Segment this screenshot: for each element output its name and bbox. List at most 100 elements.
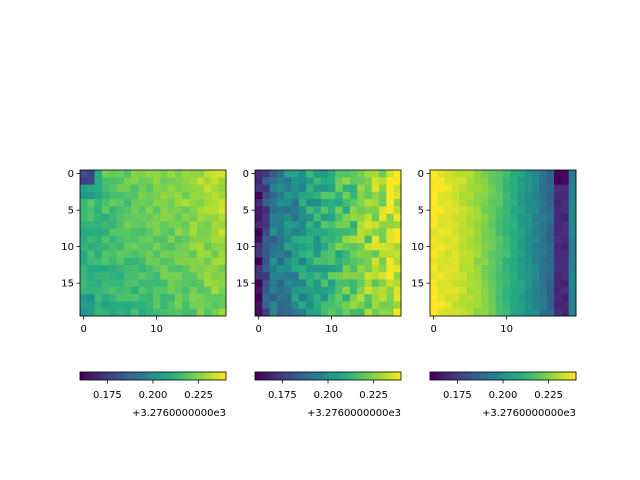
colorbar-segment	[325, 372, 329, 380]
heatmap-cell	[306, 191, 314, 200]
heatmap-cell	[430, 184, 438, 193]
heatmap-cell	[517, 235, 526, 244]
heatmap-cell	[539, 308, 548, 317]
heatmap-cell	[298, 228, 307, 237]
heatmap-cell	[160, 264, 168, 273]
colorbar-segment	[308, 372, 312, 380]
colorbar-segment	[279, 372, 283, 380]
heatmap-cell	[138, 250, 147, 258]
heatmap-cell	[262, 301, 270, 310]
heatmap-cell	[298, 199, 307, 207]
heatmap-cell	[138, 308, 147, 317]
heatmap-cell	[335, 286, 343, 295]
heatmap-cell	[430, 250, 438, 258]
heatmap-cell	[204, 308, 212, 317]
colorbar-segment	[529, 372, 533, 380]
colorbar-segment	[454, 372, 458, 380]
heatmap-cell	[160, 286, 168, 295]
heatmap-cell	[393, 308, 402, 317]
heatmap-cell	[189, 191, 198, 200]
heatmap-cell	[546, 286, 555, 295]
heatmap-cell	[94, 206, 103, 215]
heatmap-cell	[386, 177, 395, 185]
heatmap-cell	[364, 294, 373, 302]
heatmap-cell	[131, 170, 139, 178]
heatmap-cell	[539, 213, 548, 222]
colorbar-segment	[430, 372, 433, 380]
heatmap-cell	[342, 257, 351, 266]
heatmap-cell	[131, 294, 139, 302]
heatmap-cell	[539, 279, 548, 288]
heatmap-cell	[153, 279, 161, 288]
heatmap-cell	[211, 221, 220, 229]
heatmap-cell	[349, 213, 358, 222]
heatmap-cell	[298, 264, 307, 273]
colorbar-offset-label: +3.2760000000e3	[307, 408, 401, 419]
heatmap-cell	[174, 184, 183, 193]
heatmap-cell	[568, 294, 577, 302]
heatmap-cell	[532, 286, 540, 295]
colorbar-tick-label: 0.225	[359, 390, 388, 401]
heatmap-cell	[495, 250, 504, 258]
heatmap-cell	[539, 221, 548, 229]
heatmap-cell	[262, 243, 270, 251]
heatmap-cell	[503, 191, 511, 200]
colorbar-tick-label: 0.225	[534, 390, 563, 401]
y-tick-label: 10	[411, 242, 424, 253]
colorbar-segment	[349, 372, 353, 380]
heatmap-cell	[284, 308, 292, 317]
heatmap-cell	[138, 235, 147, 244]
heatmap-cell	[306, 228, 314, 237]
colorbar-segment	[298, 372, 302, 380]
heatmap-cell	[524, 279, 533, 288]
heatmap-cell	[145, 191, 154, 200]
heatmap-cell	[116, 286, 125, 295]
heatmap-cell	[153, 235, 161, 244]
heatmap-cell	[328, 301, 336, 310]
heatmap-cell	[357, 184, 365, 193]
heatmap-cell	[481, 250, 489, 258]
heatmap-cell	[517, 177, 526, 185]
heatmap-cell	[80, 221, 88, 229]
heatmap-cell	[503, 184, 511, 193]
heatmap-cell	[386, 286, 395, 295]
heatmap-cell	[437, 250, 445, 258]
heatmap-cell	[87, 279, 95, 288]
heatmap-cell	[488, 170, 497, 178]
heatmap-cell	[466, 228, 475, 237]
heatmap-cell	[87, 228, 95, 237]
heatmap-cell	[459, 294, 467, 302]
heatmap-cell	[262, 206, 270, 215]
heatmap-cell	[349, 206, 358, 215]
colorbar-segment	[131, 372, 134, 380]
heatmap-cell	[123, 308, 132, 317]
heatmap-cell	[80, 199, 88, 207]
heatmap-cell	[328, 257, 336, 266]
heatmap-cell	[328, 279, 336, 288]
heatmap-cell	[459, 213, 467, 222]
heatmap-cell	[437, 213, 445, 222]
heatmap-cell	[116, 184, 125, 193]
heatmap-cell	[510, 279, 518, 288]
heatmap-cell	[255, 257, 263, 266]
heatmap-cell	[379, 294, 387, 302]
heatmap-cell	[364, 286, 373, 295]
colorbar-segment	[306, 372, 309, 380]
colorbar-segment	[286, 372, 290, 380]
colorbar-segment	[534, 372, 538, 380]
heatmap-cell	[313, 294, 322, 302]
heatmap-cell	[262, 221, 270, 229]
heatmap-cell	[349, 294, 358, 302]
heatmap-cell	[386, 191, 395, 200]
heatmap-cell	[357, 228, 365, 237]
heatmap-cell	[306, 243, 314, 251]
heatmap-cell	[123, 250, 132, 258]
heatmap-cell	[182, 184, 190, 193]
heatmap-cell	[437, 272, 445, 280]
heatmap-cell	[131, 235, 139, 244]
heatmap-cell	[218, 191, 227, 200]
heatmap-cell	[466, 235, 475, 244]
heatmap-cell	[145, 170, 154, 178]
heatmap-cell	[437, 228, 445, 237]
heatmap-cell	[459, 221, 467, 229]
